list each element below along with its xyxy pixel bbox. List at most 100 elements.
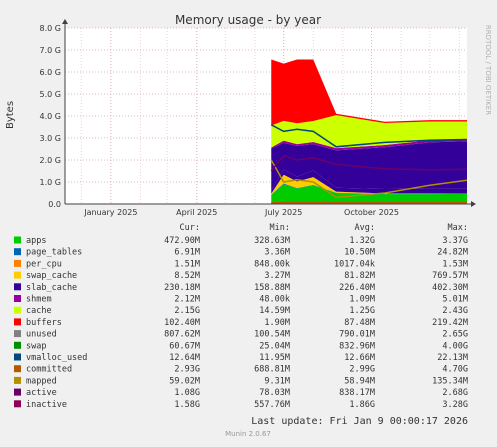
legend-swatch [14,318,21,325]
legend-value-max: 3.28G [442,400,468,410]
legend-value-max: 769.57M [432,271,468,281]
legend-swatch [14,295,21,302]
legend-value-avg: 10.50M [344,248,375,258]
legend-value-avg: 12.66M [344,353,375,363]
legend-name: active [26,388,57,398]
y-tick-label: 7.0 G [40,46,61,55]
legend-header: Avg: [355,223,375,233]
legend-swatch [14,237,21,244]
legend-value-cur: 102.40M [164,318,200,328]
legend-name: mapped [26,376,57,386]
legend-value-min: 11.95M [259,353,290,363]
y-tick-label: 1.0 G [40,178,61,187]
x-tick-label: July 2025 [264,208,302,217]
x-tick-label: January 2025 [83,208,137,217]
legend-name: apps [26,236,46,246]
legend-value-avg: 1.09M [349,295,375,305]
y-tick-label: 5.0 G [40,90,61,99]
legend-value-cur: 472.90M [164,236,200,246]
legend-value-min: 328.63M [254,236,290,246]
legend-value-max: 219.42M [432,318,468,328]
chart-title: Memory usage - by year [175,13,321,27]
legend-swatch [14,342,21,349]
legend-value-min: 14.59M [259,306,290,316]
legend-value-min: 158.88M [254,283,290,293]
legend-name: swap [26,341,46,351]
legend-name: inactive [26,400,67,410]
legend-swatch [14,260,21,267]
legend-name: buffers [26,318,62,328]
legend-swatch [14,377,21,384]
legend-name: page_tables [26,248,82,258]
legend-value-min: 688.81M [254,365,290,375]
legend-header: Max: [448,223,468,233]
legend-value-cur: 8.52M [174,271,200,281]
legend-value-avg: 2.99G [349,365,375,375]
legend-value-max: 135.34M [432,376,468,386]
y-axis-label: Bytes [5,101,16,129]
legend-value-min: 9.31M [264,376,290,386]
legend-value-min: 557.76M [254,400,290,410]
legend-value-cur: 2.12M [174,295,200,305]
legend-value-max: 1.53M [442,259,468,269]
legend-value-min: 3.36M [264,248,290,258]
y-tick-label: 3.0 G [40,134,61,143]
legend-value-cur: 1.58G [174,400,200,410]
y-tick-label: 6.0 G [40,68,61,77]
legend-value-avg: 1.32G [349,236,375,246]
legend-value-avg: 58.94M [344,376,375,386]
legend-value-cur: 60.67M [169,341,200,351]
legend-value-cur: 59.02M [169,376,200,386]
legend-value-min: 3.27M [264,271,290,281]
y-tick-label: 2.0 G [40,156,61,165]
legend-value-max: 3.37G [442,236,468,246]
y-tick-label: 0.0 [48,200,61,209]
legend-value-cur: 2.93G [174,365,200,375]
legend-value-cur: 1.08G [174,388,200,398]
legend-name: committed [26,365,72,375]
legend-value-max: 4.70G [442,365,468,375]
legend-value-max: 402.30M [432,283,468,293]
legend-value-max: 22.13M [437,353,468,363]
legend-value-cur: 1.51M [174,259,200,269]
legend-value-cur: 807.62M [164,330,200,340]
legend-value-cur: 12.64M [169,353,200,363]
legend-swatch [14,400,21,407]
legend-swatch [14,365,21,372]
legend-value-max: 24.82M [437,248,468,258]
legend-name: unused [26,330,57,340]
legend-swatch [14,272,21,279]
legend-swatch [14,283,21,290]
legend-value-min: 25.04M [259,341,290,351]
legend-name: cache [26,306,52,316]
legend-value-avg: 790.01M [339,330,375,340]
legend-value-avg: 87.48M [344,318,375,328]
legend-value-min: 48.00k [259,295,290,305]
legend-value-cur: 230.18M [164,283,200,293]
legend-value-max: 5.01M [442,295,468,305]
legend-swatch [14,307,21,314]
y-tick-label: 4.0 G [40,112,61,121]
munin-version: Munin 2.0.67 [225,430,271,438]
legend-value-cur: 6.91M [174,248,200,258]
legend-value-min: 78.03M [259,388,290,398]
legend-value-avg: 1017.04k [334,259,375,269]
legend-swatch [14,330,21,337]
legend-value-avg: 226.40M [339,283,375,293]
legend-value-max: 2.43G [442,306,468,316]
legend-value-min: 1.90M [264,318,290,328]
legend-header: Min: [270,223,290,233]
legend-swatch [14,389,21,396]
legend-value-avg: 1.86G [349,400,375,410]
legend-value-avg: 81.82M [344,271,375,281]
legend-value-max: 4.00G [442,341,468,351]
legend-name: slab_cache [26,283,77,293]
legend-value-min: 100.54M [254,330,290,340]
legend-header: Cur: [180,223,200,233]
rrdtool-watermark: RRDTOOL / TOBI OETIKER [484,25,492,115]
legend-name: vmalloc_used [26,353,87,363]
x-tick-label: October 2025 [344,208,399,217]
legend-value-min: 848.00k [254,259,290,269]
